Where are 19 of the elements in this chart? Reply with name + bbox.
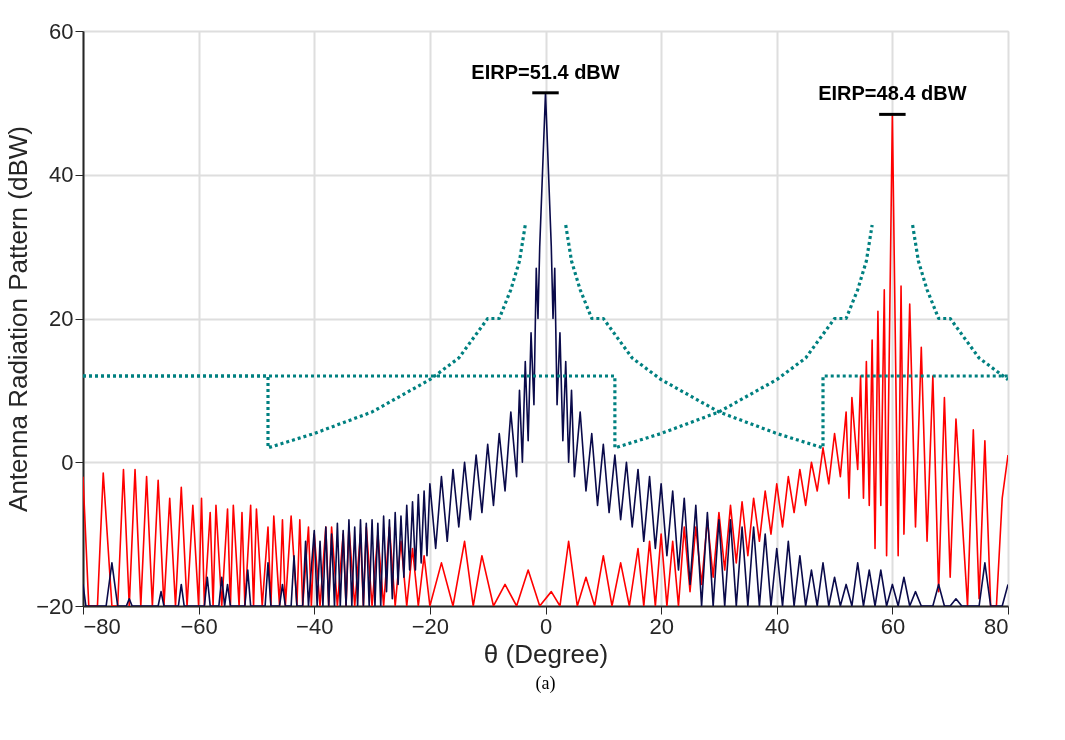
text: (a) bbox=[535, 673, 556, 694]
y-axis-title: Antenna Radiation Pattern (dBW) bbox=[3, 126, 34, 512]
x-tick-label: 80 bbox=[984, 613, 1009, 639]
y-tick-label: 60 bbox=[49, 18, 74, 44]
y-tick-label: 0 bbox=[61, 449, 74, 475]
x-tick-label: 60 bbox=[880, 613, 906, 639]
x-tick-label: −80 bbox=[83, 613, 121, 639]
x-tick-label: −60 bbox=[180, 613, 218, 639]
y-tick-label: 40 bbox=[49, 162, 74, 188]
x-tick-label: 20 bbox=[649, 613, 674, 639]
x-tick-label: 0 bbox=[539, 613, 553, 639]
y-tick-label: 20 bbox=[49, 306, 74, 331]
y-tick-label: −20 bbox=[36, 593, 74, 619]
x-axis-title: θ (Degree) bbox=[483, 638, 609, 669]
x-tick-label: −20 bbox=[411, 613, 450, 639]
annotation: EIRP=48.4 dBW bbox=[818, 82, 967, 105]
annotation: EIRP=51.4 dBW bbox=[471, 60, 620, 83]
x-tick-label: −40 bbox=[296, 613, 334, 639]
x-tick-label: 40 bbox=[765, 613, 790, 639]
